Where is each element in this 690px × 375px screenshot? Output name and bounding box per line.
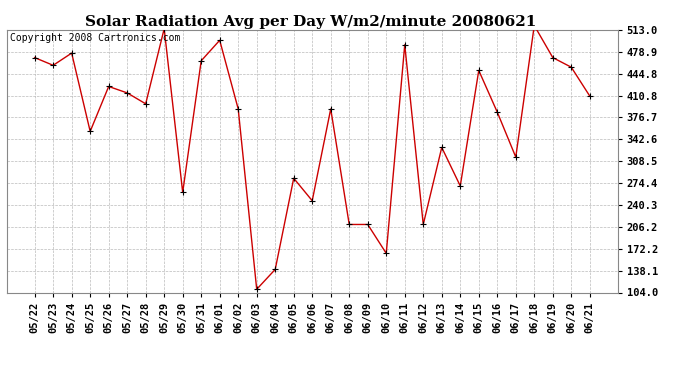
Text: Copyright 2008 Cartronics.com: Copyright 2008 Cartronics.com: [10, 33, 180, 43]
Text: Solar Radiation Avg per Day W/m2/minute 20080621: Solar Radiation Avg per Day W/m2/minute …: [85, 15, 536, 29]
